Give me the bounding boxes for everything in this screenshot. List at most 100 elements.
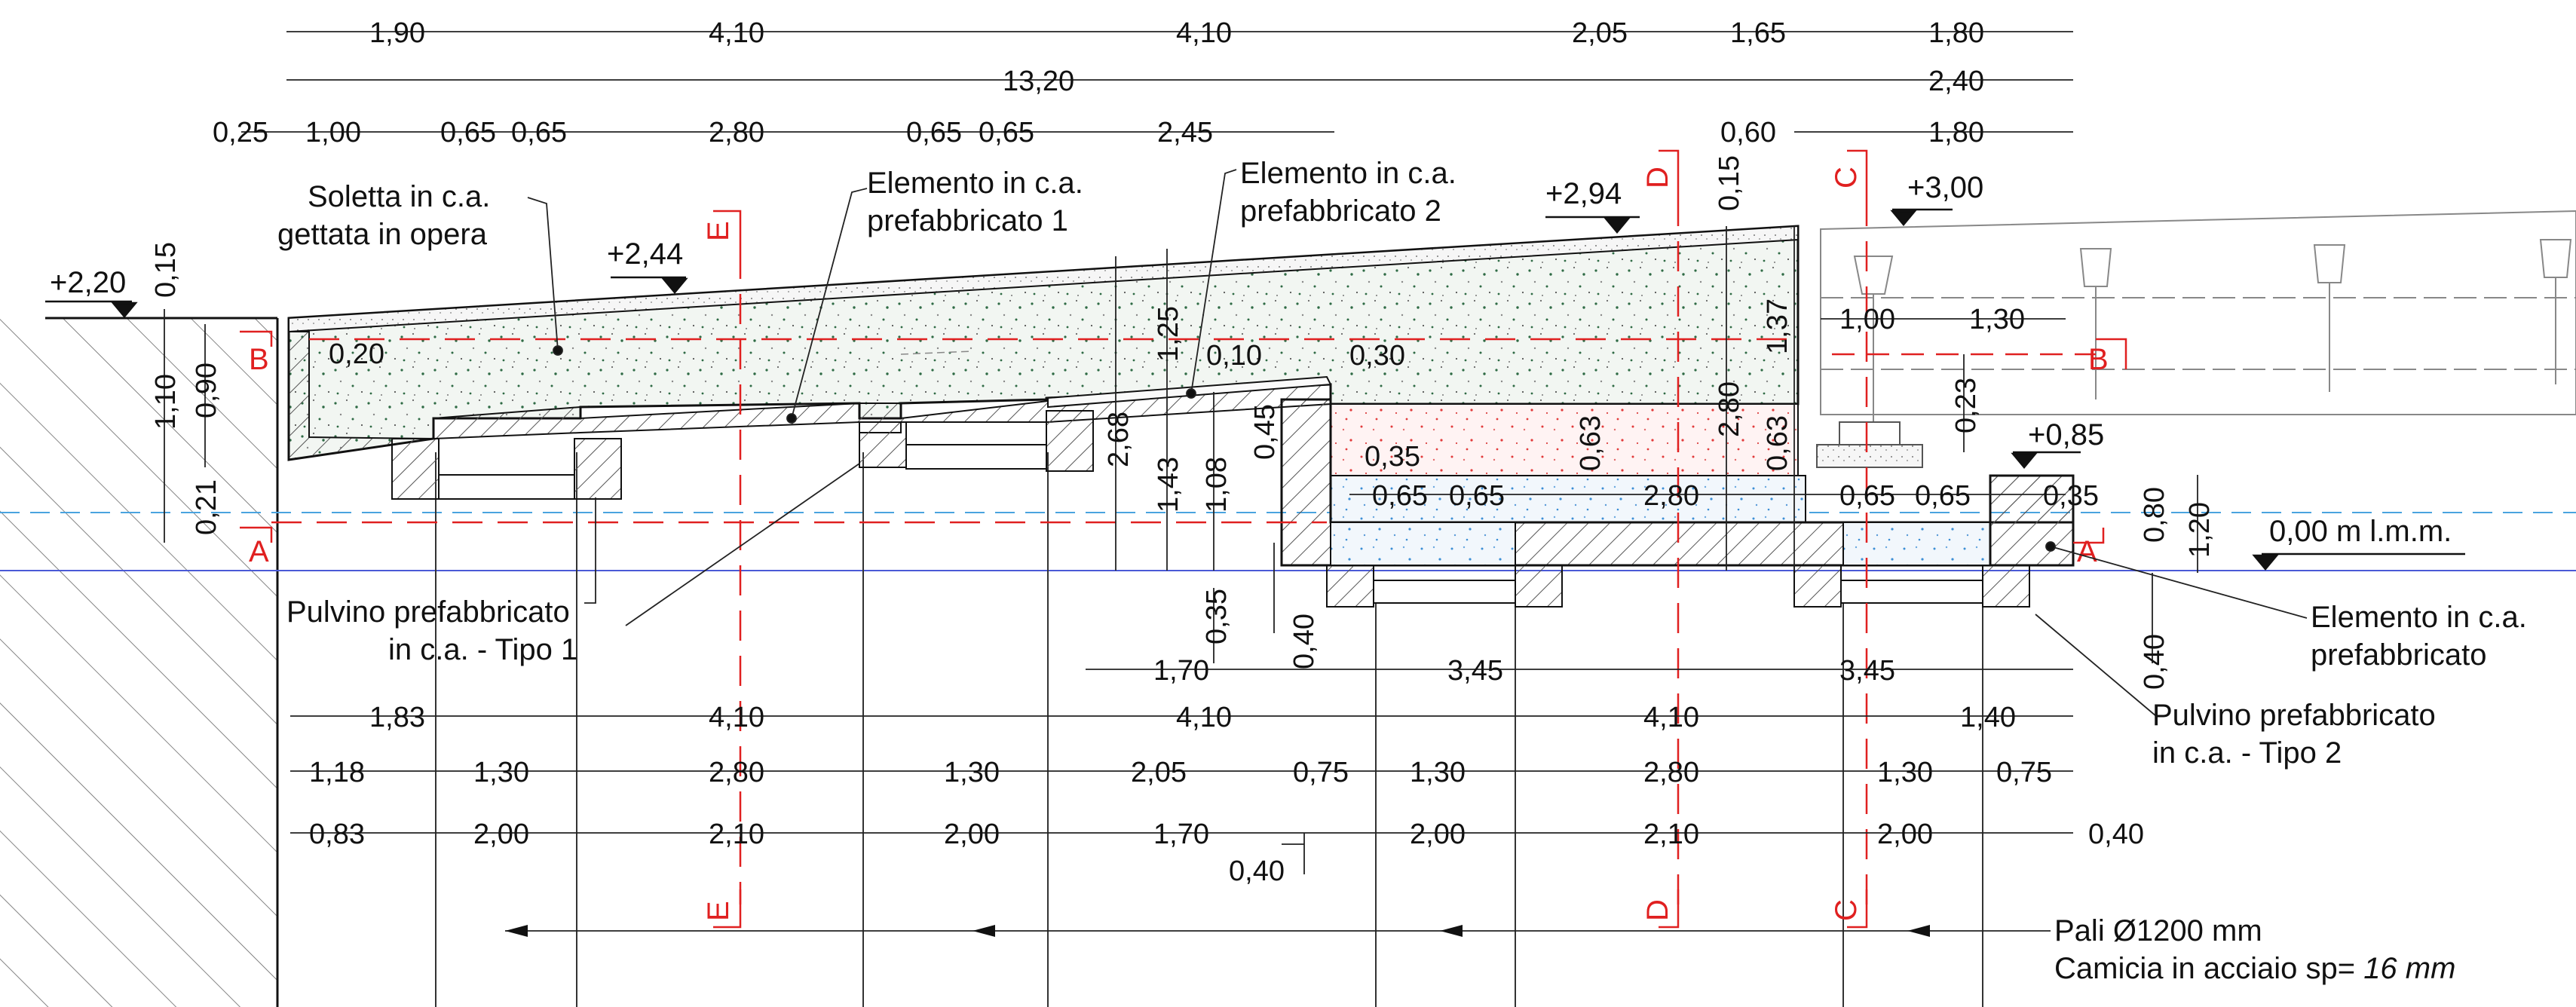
dim-023: 0,23	[1950, 378, 1982, 433]
dim-r1-5: 1,80	[1928, 17, 1984, 49]
dim-righttop-0: 1,00	[1839, 304, 1895, 335]
fill-red-zone	[1330, 403, 1799, 476]
dim-r3-0: 0,25	[213, 117, 268, 148]
dim-slab-4: 0,65	[1915, 480, 1971, 512]
section-mark-e-bottom: E	[702, 901, 735, 921]
dim-080: 0,80	[2139, 487, 2170, 543]
dim-125: 1,25	[1153, 306, 1184, 362]
dim-rc-2: 2,80	[709, 757, 764, 788]
section-mark-labels: B B A A E E D D C C	[249, 167, 2109, 921]
dim-040r: 0,40	[2139, 634, 2170, 690]
dim-r3-4: 2,80	[709, 117, 764, 148]
dim-r3-5: 0,65	[906, 117, 962, 148]
dim-rb-3: 4,10	[1643, 702, 1699, 733]
section-mark-c-top: C	[1830, 167, 1863, 188]
dim-rd-8: 0,40	[2088, 819, 2144, 850]
dim-rd-6: 2,10	[1643, 819, 1699, 850]
label-pali-2-value: 16 mm	[2363, 952, 2455, 985]
dim-143: 1,43	[1153, 457, 1184, 513]
dim-rc-8: 1,30	[1877, 757, 1933, 788]
dim-r3-3: 0,65	[511, 117, 567, 148]
dim-108: 1,08	[1201, 457, 1233, 513]
label-soletta-2: gettata in opera	[277, 218, 488, 251]
section-mark-a-right: A	[2077, 535, 2097, 568]
dim-rd-4: 1,70	[1153, 819, 1209, 850]
label-prefab1-2: prefabbricato 1	[867, 204, 1068, 237]
label-pali-2: Camicia in acciaio sp= 16 mm	[2054, 952, 2455, 985]
dim-rc-3: 1,30	[944, 757, 1000, 788]
dim-slab-2: 2,80	[1643, 480, 1699, 512]
dim-r1-0: 1,90	[369, 17, 425, 49]
elev-300: +3,00	[1907, 171, 1983, 204]
pile-arrows	[505, 925, 1930, 937]
dim-rd-5: 2,00	[1410, 819, 1466, 850]
dim-063b: 0,63	[1762, 415, 1793, 471]
dim-slab-0: 0,65	[1372, 480, 1428, 512]
dim-r3-1: 1,00	[305, 117, 361, 148]
dim-268: 2,68	[1103, 412, 1135, 467]
elev-220: +2,20	[50, 266, 126, 299]
label-prefab1-1: Elemento in c.a.	[867, 167, 1083, 200]
dim-r1-2: 4,10	[1176, 17, 1232, 49]
section-mark-b-left: B	[249, 343, 269, 376]
dim-r2-1: 2,40	[1928, 66, 1984, 97]
dim-ra-2: 3,45	[1839, 655, 1895, 687]
dim-r3-7: 2,45	[1157, 117, 1213, 148]
dim-slab-3: 0,65	[1839, 480, 1895, 512]
deck-slab	[287, 225, 1800, 461]
dimension-lines	[164, 31, 2198, 932]
dim-r1-3: 2,05	[1572, 17, 1628, 49]
elev-085: +0,85	[2028, 418, 2104, 451]
label-pulvino1-2: in c.a. - Tipo 1	[388, 633, 577, 666]
elev-294: +2,94	[1545, 177, 1622, 210]
dim-r3-6: 0,65	[979, 117, 1034, 148]
dim-rc-9: 0,75	[1996, 757, 2052, 788]
dim-rd-2: 2,10	[709, 819, 764, 850]
elevation-labels: +2,20 +2,44 +2,94 +3,00 +0,85 0,00 m l.m…	[50, 171, 2452, 548]
dim-rd-sub: 0,40	[1229, 855, 1285, 887]
section-mark-a-left: A	[249, 535, 269, 568]
dim-righttop-1: 1,30	[1969, 304, 2025, 335]
dim-010: 0,10	[1206, 340, 1262, 372]
dim-rd-3: 2,00	[944, 819, 1000, 850]
pile-caps-type2	[1326, 565, 2030, 608]
label-pulvino1-1: Pulvino prefabbricato	[286, 595, 570, 629]
elev-244: +2,44	[607, 237, 683, 271]
label-pali-2-prefix: Camicia in acciaio sp=	[2054, 952, 2363, 985]
dim-rc-0: 1,18	[309, 757, 365, 788]
dimension-texts: 1,90 4,10 4,10 2,05 1,65 1,80 13,20 2,40…	[150, 17, 2216, 887]
dim-063a: 0,63	[1575, 415, 1607, 471]
section-mark-b-right: B	[2088, 343, 2109, 376]
dim-r2-0: 13,20	[1003, 66, 1074, 97]
dim-020: 0,20	[329, 338, 384, 370]
dim-rd-7: 2,00	[1877, 819, 1933, 850]
dim-rb-0: 1,83	[369, 702, 425, 733]
dim-ra-1: 3,45	[1447, 655, 1503, 687]
dim-045: 0,45	[1249, 404, 1281, 460]
section-mark-d-bottom: D	[1641, 899, 1674, 921]
dim-r3-2: 0,65	[440, 117, 496, 148]
dim-vleft-3: 0,21	[191, 479, 222, 535]
label-pulvino2-2: in c.a. - Tipo 2	[2152, 736, 2342, 770]
dim-035a: 0,35	[1201, 589, 1233, 644]
label-prefab-1: Elemento in c.a.	[2311, 601, 2527, 634]
pile-caps-type1	[391, 410, 1094, 500]
dim-slab-5: 0,35	[2043, 480, 2099, 512]
label-soletta-1: Soletta in c.a.	[308, 180, 490, 213]
elevation-markers	[45, 208, 2465, 571]
existing-structure	[1816, 210, 2576, 468]
dim-120: 1,20	[2184, 502, 2216, 558]
dim-rc-5: 0,75	[1293, 757, 1349, 788]
dim-r3-9: 1,80	[1928, 117, 1984, 148]
piles	[435, 452, 1983, 1007]
dim-rb-2: 4,10	[1176, 702, 1232, 733]
dim-rc-1: 1,30	[473, 757, 529, 788]
dim-280v: 2,80	[1714, 381, 1745, 437]
label-prefab-2: prefabbricato	[2311, 638, 2486, 672]
elev-sea-level: 0,00 m l.m.m.	[2269, 515, 2452, 548]
dim-rd-0: 0,83	[309, 819, 365, 850]
element-labels: Soletta in c.a. gettata in opera Element…	[277, 157, 2527, 985]
dim-035b: 0,35	[1365, 441, 1420, 473]
label-pali-1: Pali Ø1200 mm	[2054, 914, 2262, 947]
